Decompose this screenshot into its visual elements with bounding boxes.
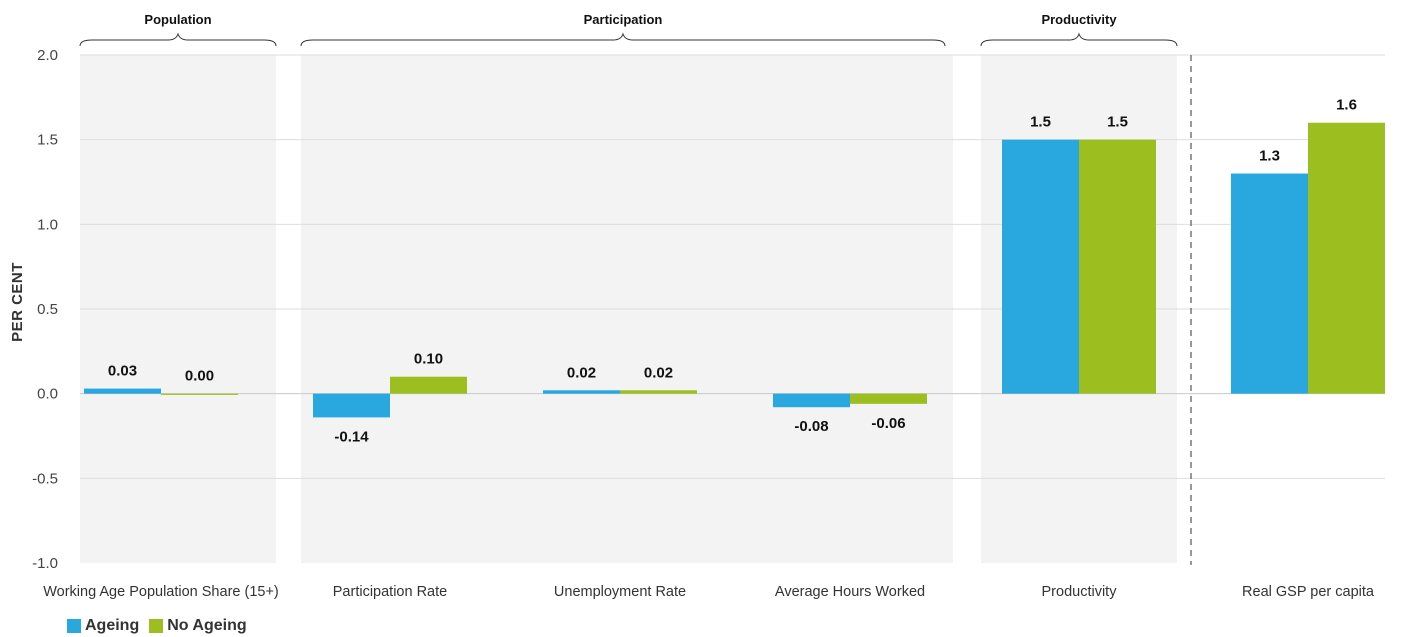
bar-ageing-0 bbox=[84, 388, 161, 394]
y-tick-label: 0.5 bbox=[37, 301, 58, 318]
x-category-label: Working Age Population Share (15+) bbox=[43, 584, 279, 600]
data-label: 0.02 bbox=[644, 364, 673, 381]
data-label: 1.6 bbox=[1336, 97, 1357, 114]
y-tick-label: 2.0 bbox=[37, 47, 58, 64]
group-label: Population bbox=[144, 12, 211, 27]
group-brace-1 bbox=[300, 32, 946, 47]
bar-no-ageing-5 bbox=[1308, 122, 1385, 394]
legend-label-ageing: Ageing bbox=[85, 617, 140, 634]
y-tick-label: -0.5 bbox=[32, 470, 58, 487]
data-label: 0.03 bbox=[108, 363, 137, 380]
y-tick-label: -1.0 bbox=[32, 555, 58, 572]
group-brace-2 bbox=[980, 32, 1178, 47]
y-axis-label: PER CENT bbox=[9, 262, 26, 342]
legend-label-no-ageing: No Ageing bbox=[167, 617, 247, 634]
data-label: 0.00 bbox=[185, 368, 214, 385]
data-label: -0.06 bbox=[871, 415, 905, 432]
bar-ageing-5 bbox=[1231, 173, 1308, 394]
data-label: 1.5 bbox=[1030, 114, 1051, 131]
bar-no-ageing-3 bbox=[850, 393, 927, 404]
data-label: -0.08 bbox=[794, 418, 828, 435]
bar-ageing-2 bbox=[543, 390, 620, 394]
bar-ageing-3 bbox=[773, 393, 850, 408]
bar-no-ageing-0 bbox=[161, 393, 238, 395]
group-braces: Population Participation Productivity bbox=[79, 12, 1178, 47]
x-category-label: Real GSP per capita bbox=[1242, 584, 1375, 600]
group-brace-0 bbox=[79, 32, 277, 47]
data-label: 1.5 bbox=[1107, 114, 1128, 131]
data-label: -0.14 bbox=[334, 428, 369, 445]
bars bbox=[84, 122, 1385, 418]
legend: Ageing No Ageing bbox=[67, 617, 257, 635]
axes: 2.0 1.5 1.0 0.5 0.0 -0.5 -1.0 Working Age Popul… bbox=[32, 47, 1375, 600]
legend-swatch-no-ageing bbox=[149, 619, 164, 633]
x-category-label: Average Hours Worked bbox=[775, 584, 925, 600]
bar-ageing-1 bbox=[313, 393, 390, 418]
bar-no-ageing-4 bbox=[1079, 139, 1156, 394]
legend-item-ageing: Ageing bbox=[67, 617, 139, 635]
x-category-label: Participation Rate bbox=[333, 584, 447, 600]
data-label: 1.3 bbox=[1259, 148, 1280, 165]
group-label: Productivity bbox=[1041, 12, 1117, 27]
y-tick-label: 1.0 bbox=[37, 216, 58, 233]
bar-no-ageing-2 bbox=[620, 390, 697, 394]
legend-item-no-ageing: No Ageing bbox=[149, 617, 247, 635]
x-category-label: Productivity bbox=[1042, 584, 1118, 600]
data-labels: 0.03 -0.14 0.02 -0.08 1.5 1.3 0.00 0.10 0.02 -0.0… bbox=[108, 97, 1357, 446]
legend-swatch-ageing bbox=[67, 619, 81, 633]
y-tick-label: 1.5 bbox=[37, 132, 58, 149]
bar-ageing-4 bbox=[1002, 139, 1079, 394]
group-label: Participation bbox=[584, 12, 663, 27]
y-tick-label: 0.0 bbox=[37, 386, 58, 403]
data-label: 0.02 bbox=[567, 364, 596, 381]
x-category-label: Unemployment Rate bbox=[554, 584, 686, 600]
gridlines bbox=[80, 54, 1385, 479]
bar-no-ageing-1 bbox=[390, 376, 467, 394]
data-label: 0.10 bbox=[414, 351, 443, 368]
